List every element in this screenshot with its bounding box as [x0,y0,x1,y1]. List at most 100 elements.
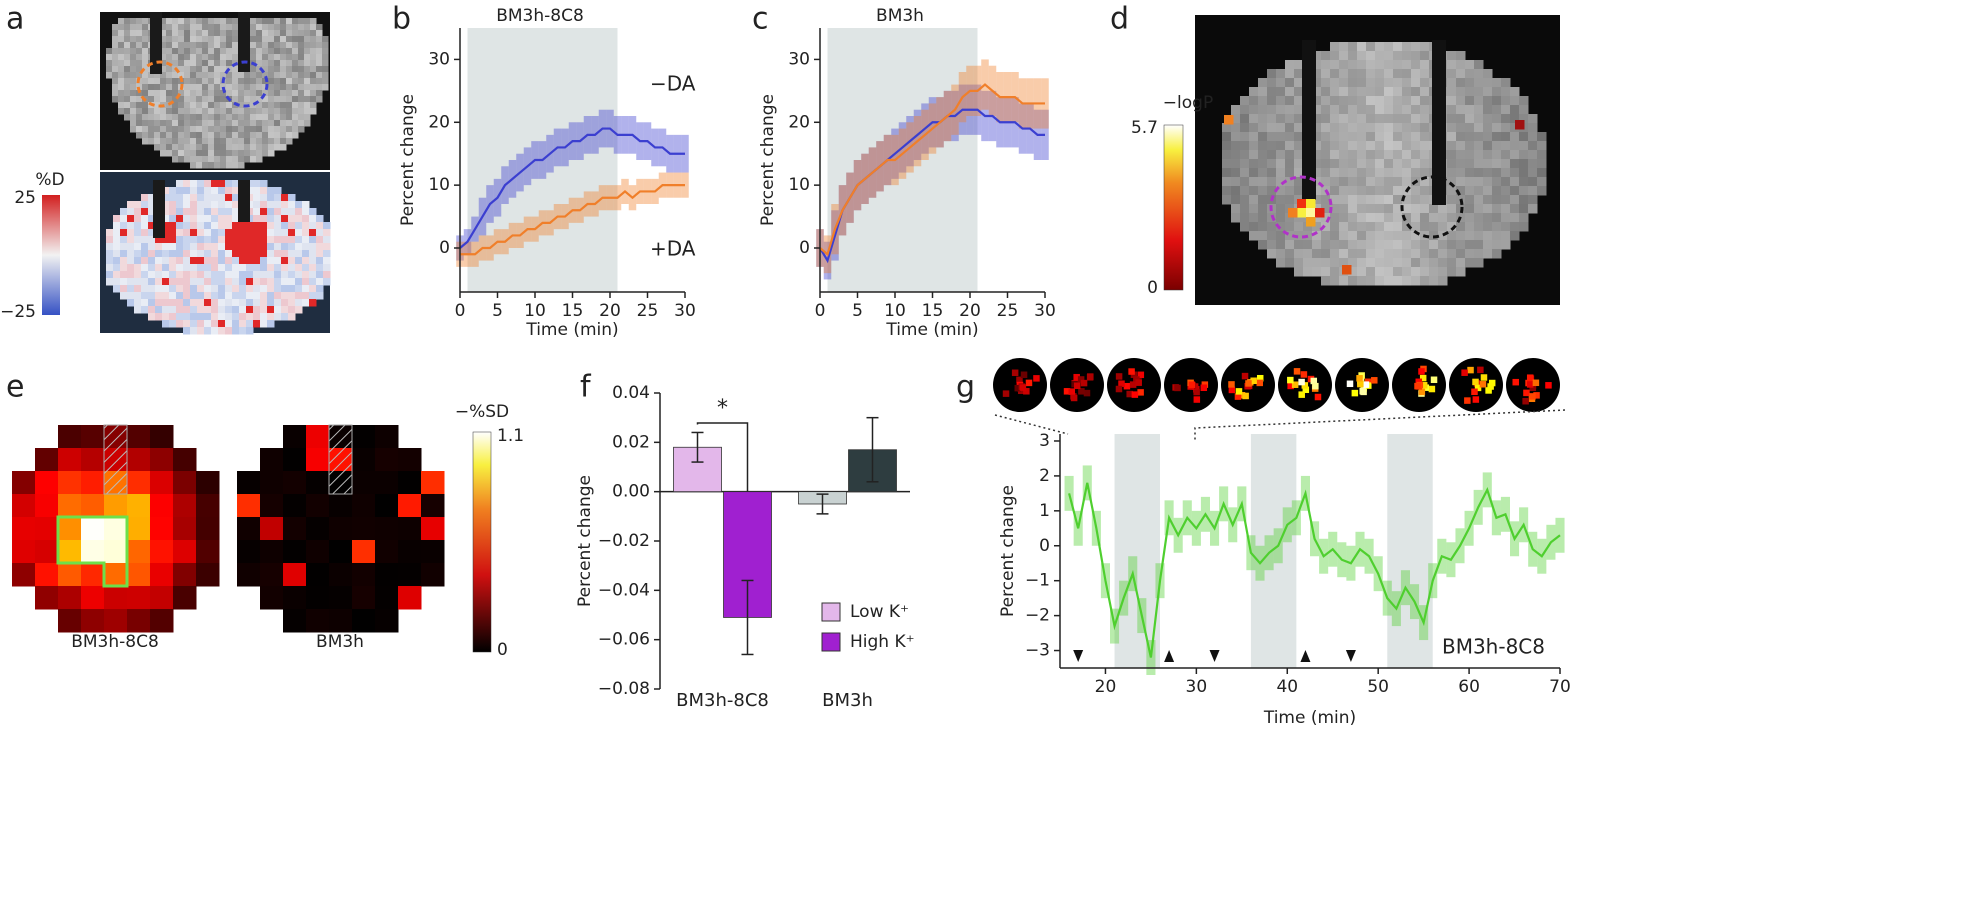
pixel [1312,114,1322,124]
pixel [253,229,261,237]
pixel [1537,168,1547,178]
pixel [196,162,203,169]
pixel [218,320,226,328]
pixel [323,278,331,286]
pixel [178,150,185,157]
pixel [295,264,303,272]
pixel [113,264,121,272]
pixel [1321,195,1331,205]
pixel [197,257,205,265]
pixel [250,24,257,31]
colorbar [1163,124,1184,291]
pixel [295,306,303,314]
pixel [1375,132,1385,142]
pixel [1501,159,1511,169]
pixel [183,222,191,230]
pixel [1447,150,1457,160]
pixel [1472,378,1479,386]
pixel [329,586,353,610]
pixel [1258,105,1268,115]
pixel [196,132,203,139]
pixel [173,540,197,564]
pixel [1321,141,1331,151]
pixel [173,517,197,541]
pixel [130,114,137,121]
pixel [142,108,149,115]
pixel [274,187,282,195]
pixel [127,243,135,251]
pixel [1249,123,1259,133]
pixel [295,208,303,216]
pixel [1474,96,1484,106]
pixel [120,264,128,272]
pixel [184,36,191,43]
pixel [204,257,212,265]
pixel [136,132,143,139]
pixel [286,138,293,145]
pixel [1339,150,1349,160]
pixel [256,72,263,79]
pixel [274,114,281,121]
pixel [155,299,163,307]
pixel [1234,393,1242,400]
pixel [218,222,226,230]
pixel [218,215,226,223]
pixel [162,229,170,237]
pixel [1294,96,1304,106]
pixel [1456,267,1466,277]
pixel [295,243,303,251]
pixel [190,201,198,209]
pixel [238,114,245,121]
pixel [1447,141,1457,151]
pixel [211,187,219,195]
pixel [58,540,82,564]
pixel [238,144,245,151]
pixel [155,257,163,265]
pixel [304,72,311,79]
pixel [35,448,59,472]
pixel [172,72,179,79]
pixel [310,96,317,103]
pixel [1492,195,1502,205]
pixel [1351,389,1359,397]
pixel [281,278,289,286]
pixel [106,236,114,244]
pixel [274,96,281,103]
pixel [280,132,287,139]
pixel [183,292,191,300]
pixel [1321,123,1331,133]
pixel [1483,231,1493,241]
pixel [239,250,247,258]
pixel [1312,222,1322,232]
pixel [239,229,247,237]
pixel [226,42,233,49]
pixel [1312,382,1319,390]
pixel [81,425,105,449]
pixel [208,114,215,121]
pixel [1411,150,1421,160]
pixel [1267,105,1277,115]
pixel [1357,195,1367,205]
pixel [280,138,287,145]
pixel [1465,195,1475,205]
pixel [1537,150,1547,160]
pixel [232,222,240,230]
pixel [225,222,233,230]
pixel [112,66,119,73]
pixel [1330,195,1340,205]
pixel [169,201,177,209]
pixel [1528,204,1538,214]
pixel [1420,51,1430,61]
pixel [260,250,268,258]
pixel [183,250,191,258]
pixel [1528,195,1538,205]
pixel [220,138,227,145]
pixel [218,180,226,188]
pixel [1519,195,1529,205]
pixel [1249,168,1259,178]
pixel [1276,123,1286,133]
pixel [253,215,261,223]
pixel [1285,96,1295,106]
pixel [1456,222,1466,232]
pixel [1528,177,1538,187]
